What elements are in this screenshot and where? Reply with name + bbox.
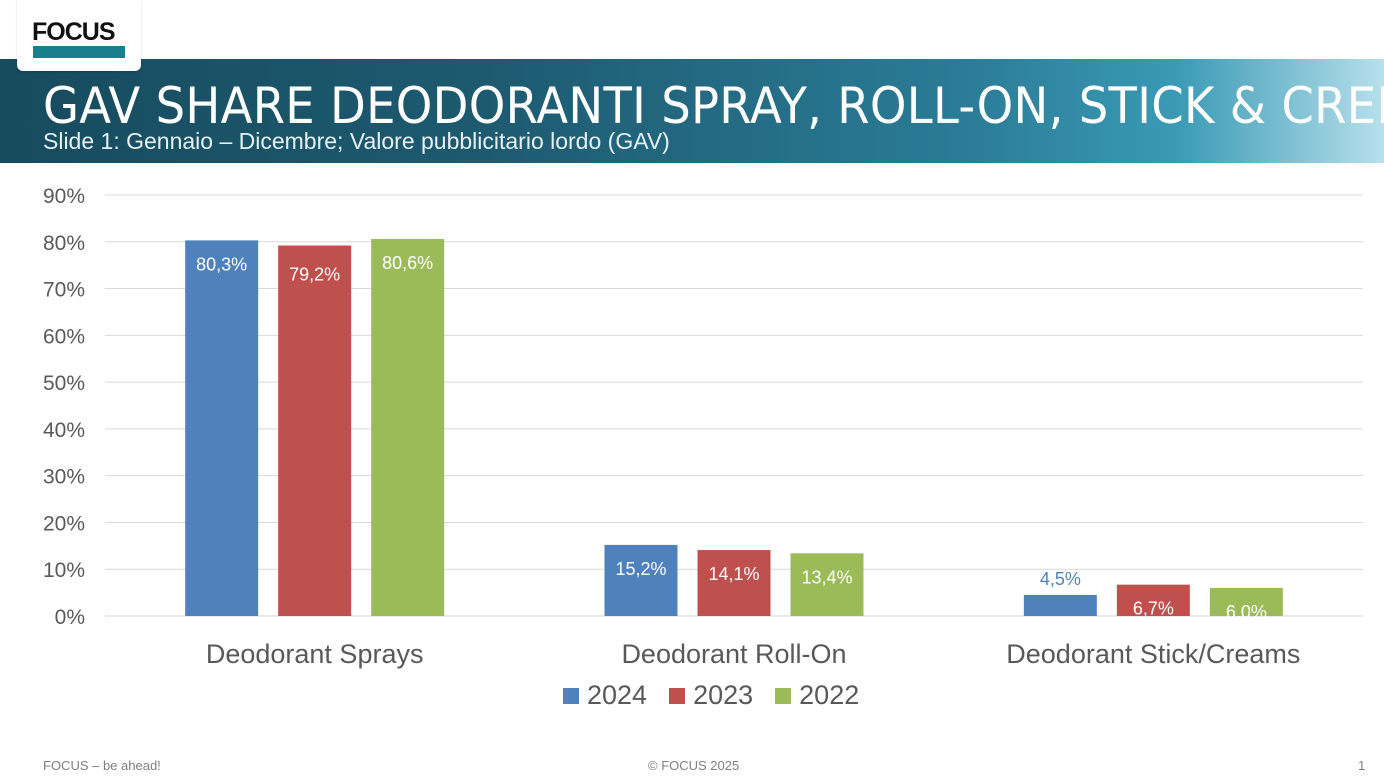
data-label: 80,3% <box>196 254 247 274</box>
data-label: 4,5% <box>1040 569 1081 589</box>
legend-swatch <box>775 687 792 704</box>
data-label: 80,6% <box>382 253 433 273</box>
footer-tagline: FOCUS – be ahead! <box>43 758 161 773</box>
bar <box>697 550 771 616</box>
y-tick-label: 0% <box>55 606 85 629</box>
legend-label: 2024 <box>587 680 648 710</box>
footer-copyright: © FOCUS 2025 <box>648 758 740 773</box>
bar <box>1209 587 1283 616</box>
data-label: 15,2% <box>615 559 666 579</box>
y-tick-label: 30% <box>43 466 85 489</box>
legend-item: 2023 <box>669 680 753 711</box>
y-tick-label: 10% <box>43 559 85 582</box>
legend-label: 2022 <box>799 680 860 710</box>
legend-label: 2023 <box>693 680 754 710</box>
header-banner <box>0 59 1384 163</box>
bar <box>1023 594 1097 616</box>
bar <box>278 245 352 616</box>
chart-legend: 2024 2023 2022 <box>563 680 881 711</box>
y-tick-label: 20% <box>43 512 85 535</box>
legend-item: 2024 <box>563 680 647 711</box>
x-category-label: Deodorant Roll-On <box>621 639 846 669</box>
data-label: 13,4% <box>801 567 852 587</box>
footer-page-number: 1 <box>1358 758 1366 773</box>
logo-text: FOCUS <box>32 18 115 46</box>
y-tick-label: 90% <box>43 185 85 208</box>
y-tick-label: 40% <box>43 419 85 442</box>
legend-swatch <box>563 687 579 704</box>
legend-item: 2022 <box>775 680 859 711</box>
bar <box>604 544 678 616</box>
y-tick-label: 80% <box>43 232 85 255</box>
data-label: 14,1% <box>708 564 759 584</box>
x-category-label: Deodorant Sprays <box>206 639 424 669</box>
bar <box>790 553 864 616</box>
bar <box>185 240 259 616</box>
logo: FOCUS <box>17 0 141 71</box>
y-tick-label: 60% <box>43 325 85 348</box>
page-title: GAV SHARE DEODORANTI SPRAY, ROLL-ON, STI… <box>43 77 1384 135</box>
bar <box>371 238 445 616</box>
bar <box>1116 584 1190 616</box>
bar-chart: 0% 10% 20% 30% 40% 50% 60% 70% 80% 90% 80,3% 79,2% 8… <box>43 185 1363 669</box>
logo-bar <box>33 46 125 58</box>
y-tick-label: 70% <box>43 279 85 302</box>
x-category-label: Deodorant Stick/Creams <box>1006 639 1300 669</box>
data-label: 6,7% <box>1133 599 1174 619</box>
data-label: 6,0% <box>1226 602 1267 622</box>
legend-swatch <box>669 687 686 704</box>
page-subtitle: Slide 1: Gennaio – Dicembre; Valore pubb… <box>43 128 670 154</box>
data-label: 79,2% <box>289 265 340 285</box>
y-tick-label: 50% <box>43 372 85 395</box>
